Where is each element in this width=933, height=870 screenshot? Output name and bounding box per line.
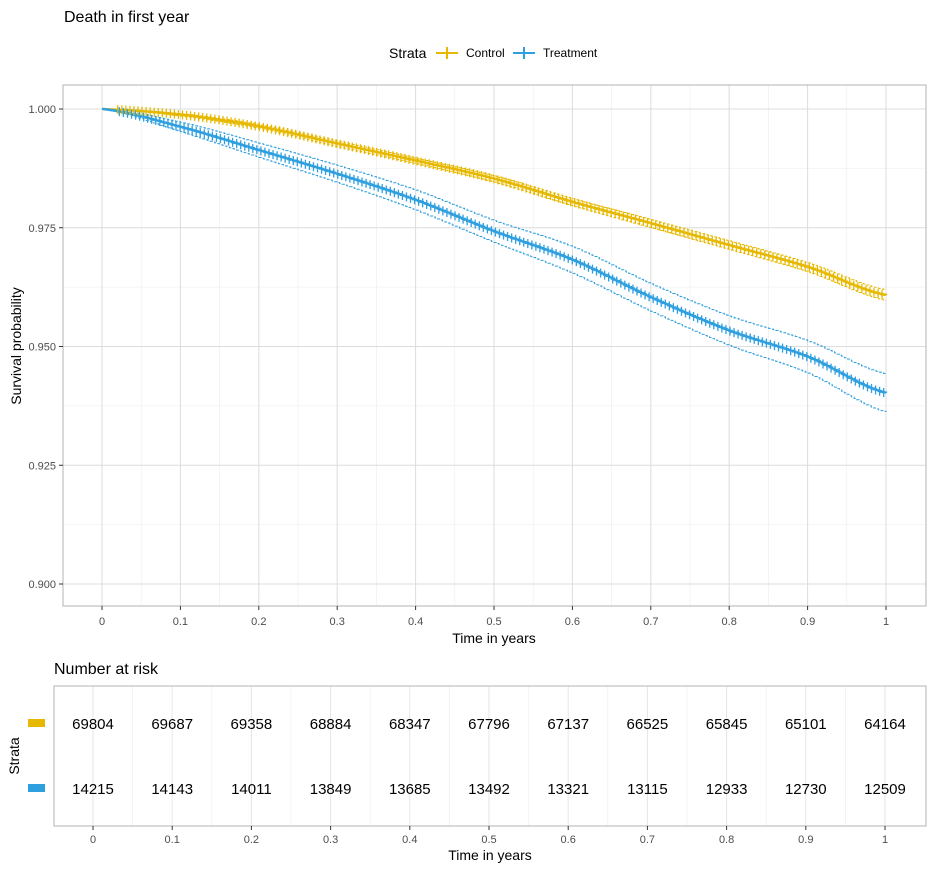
risk-value: 68347 <box>389 716 431 733</box>
legend-key-control <box>436 47 458 59</box>
risk-x-tick-label: 0.4 <box>402 834 417 846</box>
risk-table-border <box>53 685 927 827</box>
risk-x-tick-label: 0.2 <box>244 834 259 846</box>
x-tick-label: 0.2 <box>251 616 266 628</box>
x-tick-label: 0.5 <box>486 616 501 628</box>
curve-treatment <box>102 107 888 394</box>
ci-lower-treatment <box>102 108 887 413</box>
risk-value: 12509 <box>864 781 906 798</box>
x-tick-label: 0.8 <box>722 616 737 628</box>
risk-table-title: Number at risk <box>54 661 159 678</box>
risk-table-y-axis-label: Strata <box>6 737 22 775</box>
x-tick-label: 0.3 <box>330 616 345 628</box>
risk-value: 14215 <box>72 781 114 798</box>
y-tick-label: 0.975 <box>28 223 56 235</box>
risk-value: 13115 <box>627 781 668 798</box>
x-tick-label: 0.9 <box>800 616 815 628</box>
risk-x-tick-label: 0 <box>90 834 96 846</box>
legend: Strata Control Treatment <box>389 45 598 61</box>
risk-value: 13849 <box>310 781 352 798</box>
risk-value: 69358 <box>231 716 273 733</box>
x-tick-label: 0.1 <box>173 616 188 628</box>
risk-strata-key <box>28 784 45 792</box>
risk-x-tick-label: 0.6 <box>561 834 576 846</box>
risk-strata-key <box>28 719 45 727</box>
risk-value: 13492 <box>468 781 510 798</box>
risk-x-tick-label: 0.8 <box>719 834 734 846</box>
risk-table-x-axis-label: Time in years <box>448 847 532 863</box>
legend-label-control: Control <box>466 46 505 60</box>
risk-value: 67796 <box>468 716 510 733</box>
risk-table-grid <box>92 686 886 826</box>
risk-x-tick-label: 0.9 <box>798 834 813 846</box>
risk-x-tick-label: 0.7 <box>640 834 655 846</box>
chart-title: Death in first year <box>64 9 190 26</box>
x-tick-label: 0.7 <box>643 616 658 628</box>
y-tick-label: 0.950 <box>28 342 56 354</box>
x-tick-label: 0.6 <box>565 616 580 628</box>
risk-value: 66525 <box>627 716 669 733</box>
risk-value: 13321 <box>547 781 589 798</box>
risk-table-values: 69804 69687 69358 68884 68347 67796 67137 66525… <box>72 716 906 798</box>
risk-value: 13685 <box>389 781 431 798</box>
risk-value: 12730 <box>785 781 827 798</box>
y-tick-label: 0.900 <box>28 579 56 591</box>
risk-value: 14011 <box>231 781 272 798</box>
risk-x-tick-label: 0.3 <box>323 834 338 846</box>
y-tick-label: 1.000 <box>28 104 56 116</box>
legend-title: Strata <box>389 45 427 61</box>
risk-table-strata-keys <box>28 719 45 792</box>
legend-label-treatment: Treatment <box>543 46 598 60</box>
risk-value: 69804 <box>72 716 114 733</box>
y-tick-label: 0.925 <box>28 460 56 472</box>
risk-value: 14143 <box>151 781 193 798</box>
risk-value: 68884 <box>310 716 352 733</box>
risk-x-tick-label: 0.5 <box>481 834 496 846</box>
risk-x-tick-label: 0.1 <box>165 834 180 846</box>
risk-value: 65101 <box>785 716 827 733</box>
censor-marks <box>117 105 885 397</box>
risk-value: 65845 <box>706 716 748 733</box>
x-axis-ticks: 0 0.1 0.2 0.3 0.4 0.5 0.6 0.7 0.8 0.9 1 <box>99 606 889 628</box>
x-tick-label: 1 <box>883 616 889 628</box>
risk-value: 67137 <box>547 716 589 733</box>
y-axis-ticks: 0.900 0.925 0.950 0.975 1.000 <box>28 104 63 591</box>
x-tick-label: 0 <box>99 616 105 628</box>
risk-value: 12933 <box>706 781 748 798</box>
x-axis-label: Time in years <box>452 630 536 646</box>
x-tick-label: 0.4 <box>408 616 423 628</box>
legend-key-treatment <box>513 47 535 59</box>
risk-x-tick-label: 1 <box>882 834 888 846</box>
y-axis-label: Survival probability <box>8 287 24 405</box>
ci-upper-control <box>102 108 887 291</box>
risk-value: 64164 <box>864 716 906 733</box>
main-plot-grid <box>63 85 926 606</box>
risk-table-x-ticks: 0 0.1 0.2 0.3 0.4 0.5 0.6 0.7 0.8 0.9 1 <box>90 826 888 846</box>
risk-value: 69687 <box>151 716 193 733</box>
